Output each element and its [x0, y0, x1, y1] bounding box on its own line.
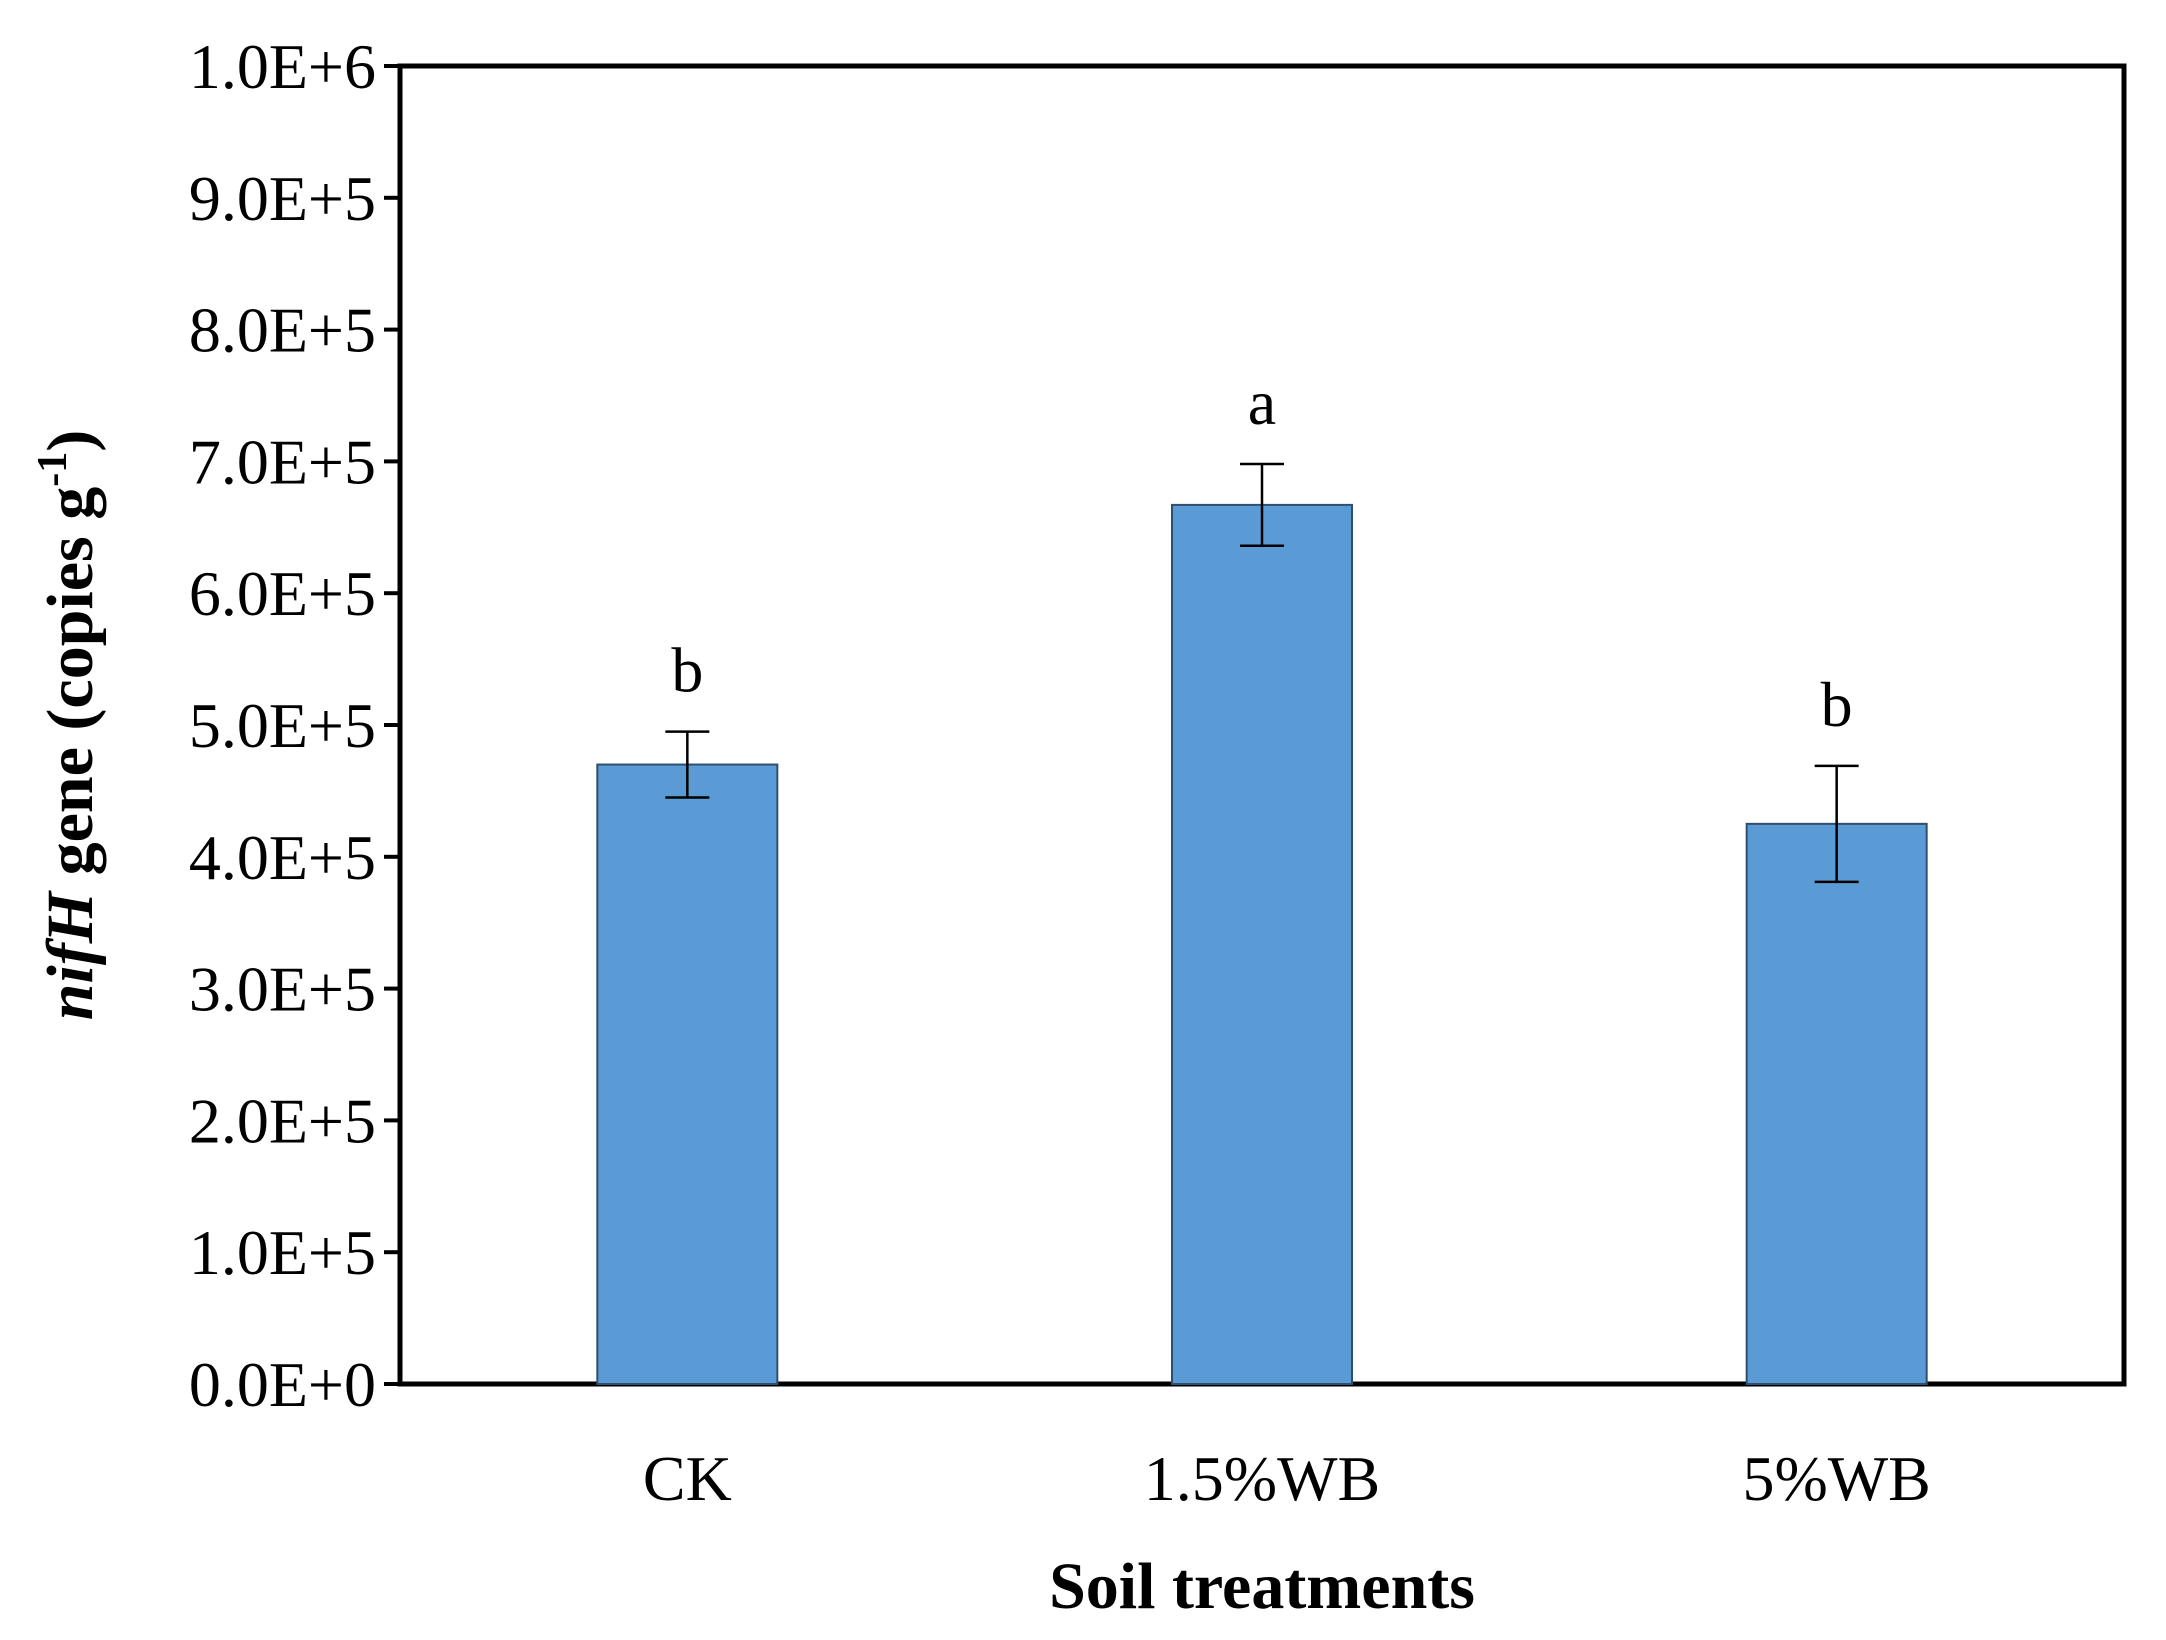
significance-letter: a	[1248, 367, 1276, 438]
error-bar	[1814, 764, 1859, 884]
y-tick-label: 2.0E+5	[189, 1085, 376, 1156]
y-tick-label: 8.0E+5	[189, 295, 376, 366]
y-tick-label: 1.0E+6	[189, 31, 376, 102]
y-axis-title-close: )	[34, 430, 107, 452]
y-tick-label: 7.0E+5	[189, 426, 376, 497]
bar	[1171, 503, 1353, 1386]
y-tick-label: 5.0E+5	[189, 690, 376, 761]
y-tick-label: 9.0E+5	[189, 163, 376, 234]
error-bar	[1240, 462, 1284, 548]
x-category-label: CK	[643, 1443, 732, 1514]
x-axis-labels: CK 1.5%WB 5%WB	[643, 1443, 1931, 1514]
x-category-label: 1.5%WB	[1144, 1443, 1380, 1514]
y-tick-label: 0.0E+0	[189, 1349, 376, 1420]
y-axis-title-superscript: -1	[30, 452, 76, 487]
y-tick-label: 4.0E+5	[189, 822, 376, 893]
error-bar	[665, 730, 710, 799]
bar	[1745, 822, 1928, 1385]
y-axis-ticks: 0.0E+0 1.0E+5 2.0E+5 3.0E+5 4.0E+5 5.0E+5 6.0E…	[189, 31, 400, 1420]
y-tick-label: 1.0E+5	[189, 1217, 376, 1288]
x-category-label: 5%WB	[1742, 1443, 1930, 1514]
y-tick-label: 6.0E+5	[189, 558, 376, 629]
x-axis-title: Soil treatments	[1049, 1550, 1475, 1623]
bar	[596, 763, 779, 1385]
y-axis-title-italic: nifH	[34, 889, 107, 1020]
significance-letter: b	[1821, 669, 1853, 740]
bars: b a b	[596, 367, 1928, 1386]
y-axis-title-main: gene (copies g	[34, 487, 107, 892]
y-tick-label: 3.0E+5	[189, 954, 376, 1025]
y-axis-title: nifH gene (copies g-1)	[30, 430, 107, 1020]
significance-letter: b	[671, 635, 703, 706]
